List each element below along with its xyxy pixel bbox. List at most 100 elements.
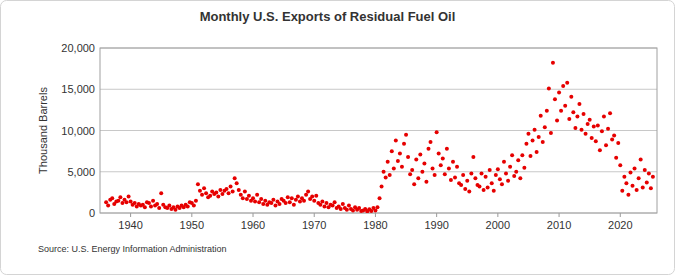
data-point bbox=[643, 168, 647, 172]
data-point bbox=[192, 204, 196, 208]
data-point bbox=[306, 190, 310, 194]
grid-line bbox=[100, 89, 657, 90]
data-point bbox=[167, 204, 171, 208]
data-point bbox=[547, 86, 551, 90]
data-point bbox=[488, 168, 492, 172]
y-tick-label: 10,000 bbox=[61, 125, 95, 137]
data-point bbox=[575, 114, 579, 118]
data-point bbox=[388, 173, 392, 177]
data-point bbox=[522, 166, 526, 170]
data-point bbox=[469, 171, 473, 175]
data-point bbox=[290, 196, 294, 200]
data-point bbox=[157, 206, 161, 210]
data-point bbox=[441, 157, 445, 161]
data-point bbox=[412, 182, 416, 186]
x-tick-label: 1950 bbox=[180, 219, 204, 231]
data-point bbox=[422, 162, 426, 166]
x-tick-label: 1980 bbox=[363, 219, 387, 231]
data-point bbox=[420, 170, 424, 174]
data-point bbox=[504, 171, 508, 175]
data-point bbox=[427, 147, 431, 151]
data-point bbox=[590, 136, 594, 140]
data-point bbox=[637, 176, 641, 180]
data-point bbox=[255, 193, 259, 197]
data-point bbox=[216, 195, 220, 199]
data-point bbox=[229, 185, 233, 189]
x-tick-label: 1970 bbox=[302, 219, 326, 231]
data-point bbox=[459, 183, 463, 187]
data-point bbox=[494, 173, 498, 177]
data-point bbox=[567, 117, 571, 121]
data-point bbox=[118, 195, 122, 199]
data-point bbox=[431, 166, 435, 170]
data-point bbox=[243, 190, 247, 194]
data-point bbox=[580, 128, 584, 132]
data-point bbox=[320, 199, 324, 203]
x-tick-label: 1990 bbox=[424, 219, 448, 231]
data-point bbox=[561, 84, 565, 88]
data-point bbox=[614, 156, 618, 160]
data-point bbox=[451, 160, 455, 164]
x-tick-label: 1960 bbox=[241, 219, 265, 231]
data-point bbox=[406, 155, 410, 159]
data-point bbox=[555, 119, 559, 123]
data-point bbox=[110, 196, 114, 200]
data-point bbox=[526, 132, 530, 136]
data-point bbox=[635, 188, 639, 192]
data-point bbox=[500, 182, 504, 186]
data-point bbox=[649, 186, 653, 190]
data-point bbox=[573, 126, 577, 130]
data-point bbox=[647, 171, 651, 175]
data-point bbox=[596, 124, 600, 128]
data-point bbox=[508, 165, 512, 169]
data-point bbox=[271, 198, 275, 202]
data-point bbox=[520, 153, 524, 157]
data-point bbox=[390, 149, 394, 153]
data-point bbox=[127, 195, 131, 199]
x-tick bbox=[436, 213, 437, 217]
data-point bbox=[463, 187, 467, 191]
data-point bbox=[622, 175, 626, 179]
data-point bbox=[553, 97, 557, 101]
data-point bbox=[392, 166, 396, 170]
data-point bbox=[592, 124, 596, 128]
data-point bbox=[502, 160, 506, 164]
data-point bbox=[149, 204, 153, 208]
chart-svg: Monthly U.S. Exports of Residual Fuel Oi… bbox=[0, 0, 675, 275]
data-point bbox=[531, 138, 535, 142]
data-point bbox=[631, 184, 635, 188]
data-point bbox=[606, 127, 610, 131]
data-point bbox=[408, 172, 412, 176]
y-tick-label: 20,000 bbox=[61, 42, 95, 54]
data-point bbox=[610, 138, 614, 142]
data-point bbox=[541, 140, 545, 144]
data-point bbox=[173, 208, 177, 212]
data-point bbox=[186, 204, 190, 208]
grid-line bbox=[100, 171, 657, 172]
x-tick bbox=[559, 213, 560, 217]
data-point bbox=[449, 178, 453, 182]
data-point bbox=[378, 196, 382, 200]
chart-container: Monthly U.S. Exports of Residual Fuel Oi… bbox=[0, 0, 675, 275]
data-point bbox=[151, 199, 155, 203]
data-point bbox=[604, 143, 608, 147]
data-point bbox=[424, 180, 428, 184]
data-point bbox=[645, 180, 649, 184]
data-point bbox=[296, 195, 300, 199]
data-point bbox=[194, 199, 198, 203]
x-tick bbox=[620, 213, 621, 217]
data-point bbox=[233, 176, 237, 180]
x-tick bbox=[130, 213, 131, 217]
data-point bbox=[512, 174, 516, 178]
data-point bbox=[310, 195, 314, 199]
data-point bbox=[333, 200, 337, 204]
data-point bbox=[382, 170, 386, 174]
data-point bbox=[235, 181, 239, 185]
data-point bbox=[486, 185, 490, 189]
data-point bbox=[533, 128, 537, 132]
data-point bbox=[455, 165, 459, 169]
data-point bbox=[159, 191, 163, 195]
data-point bbox=[620, 189, 624, 193]
data-point bbox=[443, 172, 447, 176]
data-point bbox=[447, 166, 451, 170]
